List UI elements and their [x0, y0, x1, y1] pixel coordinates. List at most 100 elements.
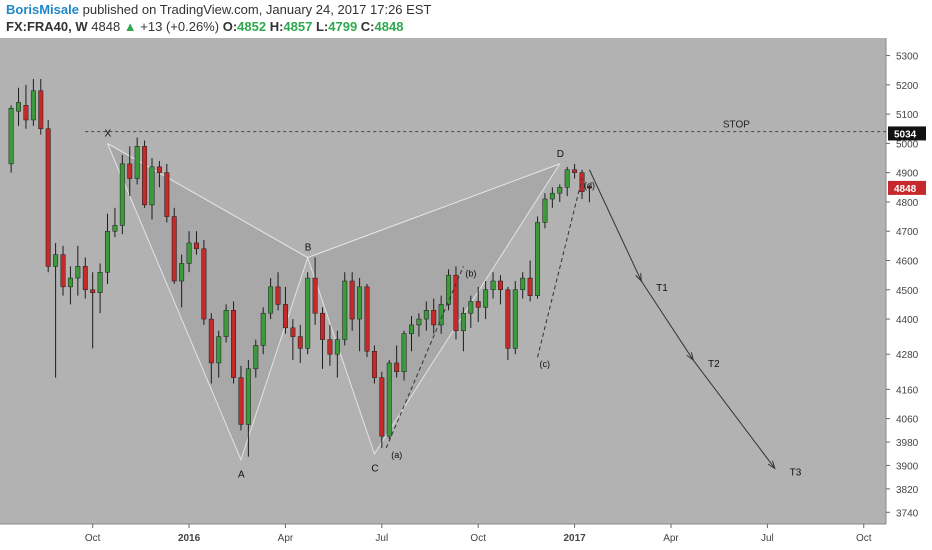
y-tick-label: 4600: [896, 257, 919, 268]
candle-body: [8, 108, 14, 165]
price-chart[interactable]: 5300 5200 5100 5000 4900 4800 4700 4600 4500 4400…: [0, 38, 932, 550]
xb-line: [107, 142, 308, 259]
candle-body: [520, 277, 526, 291]
target-label: T3: [790, 467, 802, 478]
candle-body: [305, 277, 311, 349]
wave-label: (c): [540, 359, 551, 369]
candle-body: [142, 146, 148, 206]
pattern-point-label: X: [105, 128, 112, 139]
y-tick-label: 4800: [896, 198, 919, 209]
candle-body: [512, 289, 518, 349]
candle-body: [297, 336, 303, 349]
xab-triangle: [107, 143, 308, 460]
arrowhead-icon: [767, 460, 776, 470]
wave-channel-line: [537, 178, 583, 358]
plot-area[interactable]: [0, 38, 886, 524]
candle-body: [453, 274, 459, 332]
candle-body: [60, 254, 66, 288]
author-link[interactable]: BorisMisale: [6, 2, 79, 17]
pattern-point-label: B: [305, 243, 312, 254]
projection-arrow-line: [588, 169, 642, 282]
candle-body: [216, 336, 222, 364]
y-tick-label: 5300: [896, 52, 919, 63]
x-tick-label: Apr: [663, 533, 679, 544]
candle-body: [179, 263, 185, 282]
candle-body: [275, 286, 281, 305]
candle-body: [223, 310, 229, 337]
candle-body: [16, 102, 22, 112]
candle-body: [438, 304, 444, 326]
candle-body: [201, 248, 207, 320]
y-tick-label: 5200: [896, 81, 919, 92]
wave-channel-line: [385, 266, 464, 449]
wave-label: (d): [584, 181, 595, 191]
open-label: O:: [222, 19, 238, 34]
candle-body: [342, 280, 348, 340]
y-tick-label: 4700: [896, 227, 919, 238]
y-tick-label: 4900: [896, 169, 919, 180]
candle-body: [542, 198, 548, 223]
candle-body: [320, 312, 325, 340]
projection-arrow-line: [692, 359, 776, 469]
x-tick-label: Oct: [856, 533, 872, 544]
candle-body: [431, 310, 437, 326]
candle-body: [497, 280, 503, 291]
top-price-tag: [888, 126, 926, 141]
candle-body: [468, 301, 474, 314]
open-value: 4852: [237, 19, 267, 34]
x-tick-label: Jul: [375, 533, 388, 544]
candle-body: [67, 277, 73, 288]
up-arrow-icon: ▲: [123, 19, 137, 34]
high-value: 4857: [283, 19, 313, 34]
candle-body: [579, 172, 585, 192]
candle-body: [394, 362, 400, 373]
time-axis-panel[interactable]: [0, 524, 886, 550]
y-tick-label: 3980: [896, 438, 919, 449]
candle-body: [119, 163, 125, 226]
y-tick-label: 3740: [896, 508, 919, 519]
symbol-label[interactable]: FX:FRA40, W: [6, 19, 88, 34]
ohlc-line: FX:FRA40, W 4848 ▲ +13 (+0.26%) O:4852 H…: [6, 19, 403, 34]
projection-arrow-line: [640, 280, 694, 361]
candle-body: [282, 304, 288, 329]
top-price-tag-label: 5034: [894, 129, 917, 140]
candle-body: [171, 216, 177, 282]
y-tick-label: 4280: [896, 350, 919, 361]
candle-body: [260, 312, 266, 346]
candle-body: [194, 242, 199, 250]
x-tick-label: Jul: [761, 533, 774, 544]
last-price-tag: [888, 180, 926, 195]
candle-body: [82, 266, 88, 291]
x-tick-label: Oct: [470, 533, 486, 544]
candle-body: [208, 318, 214, 364]
change-value: +13 (+0.26%): [140, 19, 220, 34]
candle-body: [231, 310, 237, 378]
x-tick-label: 2016: [178, 533, 201, 544]
y-tick-label: 4500: [896, 286, 919, 297]
candle-body: [290, 327, 296, 337]
low-value: 4799: [328, 19, 358, 34]
candle-body: [245, 368, 251, 425]
candle-body: [30, 90, 36, 121]
wave-label: (b): [465, 268, 476, 278]
last-price-tag-label: 4848: [894, 184, 917, 195]
target-label: T2: [708, 359, 720, 370]
candle-body: [134, 146, 140, 179]
candle-body: [164, 172, 170, 217]
candle-body: [268, 286, 274, 314]
candle-body: [564, 169, 570, 188]
price-axis-panel[interactable]: [886, 38, 932, 550]
candle-body: [460, 312, 466, 332]
candle-body: [371, 351, 377, 378]
candle-body: [475, 301, 481, 308]
high-label: H:: [269, 19, 284, 34]
y-tick-label: 5000: [896, 139, 919, 150]
x-tick-label: 2017: [563, 533, 586, 544]
candle-body: [364, 286, 370, 352]
candle-body: [379, 377, 385, 437]
pattern-point-label: A: [238, 470, 245, 481]
candle-body: [483, 289, 489, 308]
candle-body: [45, 128, 51, 267]
candle-body: [312, 277, 318, 314]
last-price: 4848: [91, 19, 121, 34]
